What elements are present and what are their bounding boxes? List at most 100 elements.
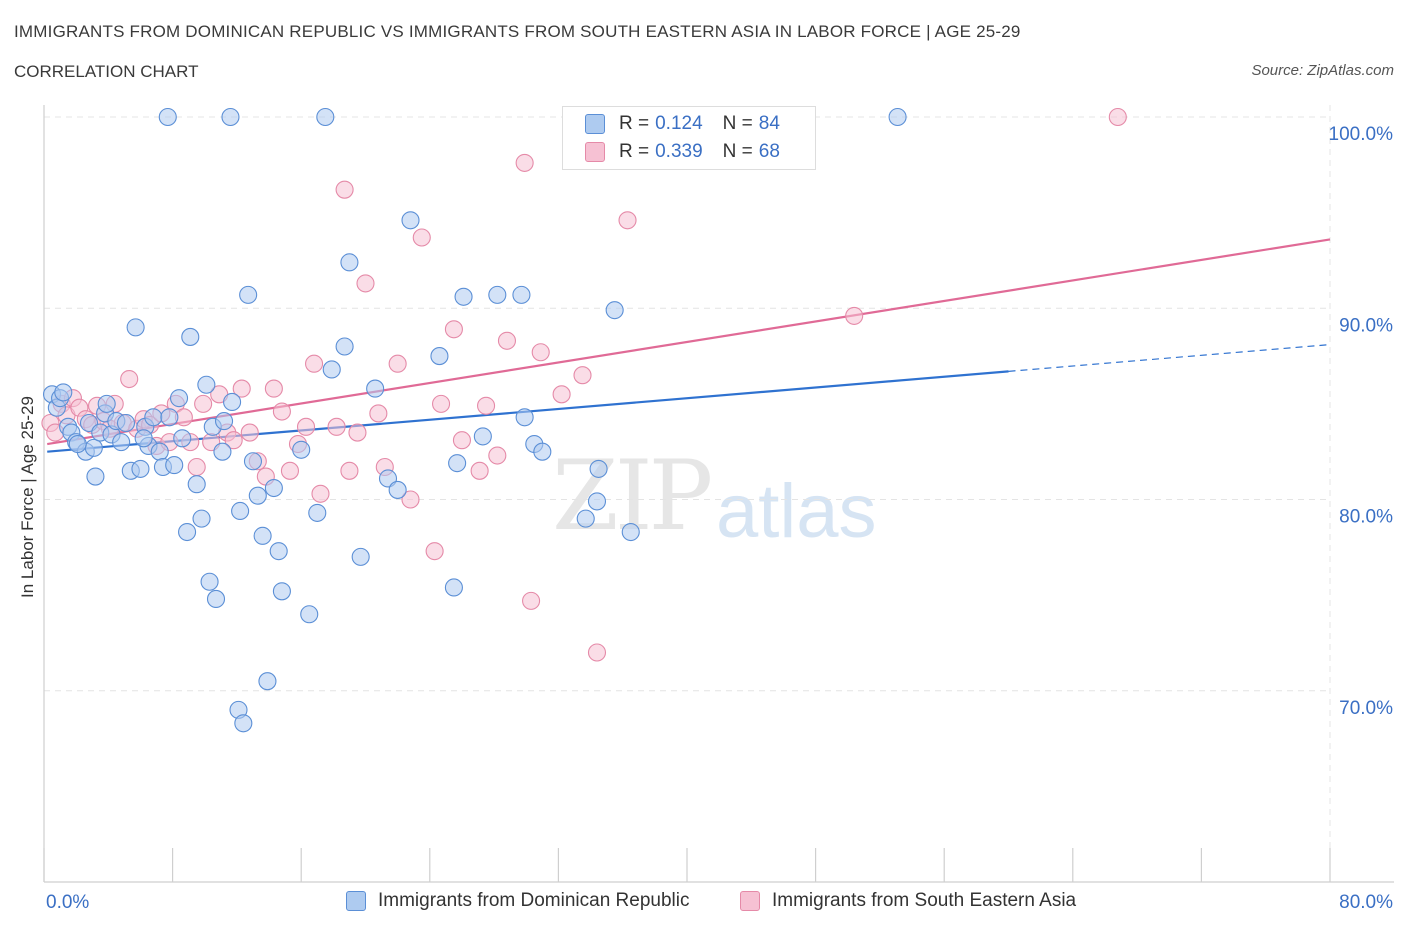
axes: [43, 105, 1394, 883]
legend-r-value: 0.124: [655, 113, 703, 134]
data-point-dominican-republic: [243, 452, 263, 471]
data-point-dominican-republic: [165, 456, 184, 475]
data-point-south-eastern-asia: [240, 423, 259, 442]
data-point-south-eastern-asia: [1108, 107, 1127, 127]
data-point-dominican-republic: [444, 578, 463, 597]
data-point-dominican-republic: [131, 459, 150, 478]
tick-labels: 100.0% 90.0% 80.0% 70.0% 0.0% 80.0%: [46, 124, 1393, 913]
data-point-dominican-republic: [258, 672, 277, 691]
data-point-dominican-republic: [300, 605, 319, 624]
data-point-dominican-republic: [221, 107, 240, 127]
data-point-south-eastern-asia: [470, 461, 489, 480]
data-point-south-eastern-asia: [388, 354, 407, 373]
source-note: Source: ZipAtlas.com: [1251, 62, 1394, 79]
data-point-dominican-republic: [214, 412, 234, 431]
data-point-south-eastern-asia: [311, 484, 330, 503]
data-point-dominican-republic: [234, 714, 253, 733]
data-point-dominican-republic: [512, 285, 531, 304]
data-point-dominican-republic: [587, 492, 607, 511]
data-point-dominican-republic: [888, 107, 907, 127]
data-point-dominican-republic: [430, 347, 449, 366]
data-point-dominican-republic: [515, 408, 534, 427]
data-point-dominican-republic: [454, 287, 473, 306]
data-point-south-eastern-asia: [452, 431, 472, 450]
legend-r-label: R =: [619, 141, 650, 162]
x-tick-label: 80.0%: [1339, 892, 1393, 913]
data-point-south-eastern-asia: [120, 369, 139, 389]
legend-r-label: R =: [619, 113, 650, 134]
y-tick-label: 80.0%: [1339, 507, 1393, 528]
x-tick-label: 0.0%: [46, 892, 89, 913]
data-point-dominican-republic: [160, 408, 179, 427]
data-point-dominican-republic: [264, 478, 283, 498]
y-tick-label: 100.0%: [1329, 124, 1394, 145]
data-point-dominican-republic: [134, 429, 153, 448]
correlation-legend: R = 0.124 N = 84 R = 0.339 N = 68: [562, 106, 816, 170]
data-point-south-eastern-asia: [272, 402, 291, 421]
data-point-dominican-republic: [200, 572, 219, 591]
data-point-dominican-republic: [351, 547, 370, 566]
data-point-dominican-republic: [97, 394, 116, 413]
data-point-dominican-republic: [223, 392, 242, 412]
trend-line-dominican-republic-extension: [1008, 343, 1331, 372]
data-point-dominican-republic: [239, 285, 258, 304]
data-point-dominican-republic: [340, 253, 359, 272]
data-point-dominican-republic: [388, 480, 407, 499]
data-point-south-eastern-asia: [327, 417, 346, 436]
chart-subtitle: CORRELATION CHART: [14, 62, 199, 81]
grid-lines: [44, 105, 1331, 882]
bottom-legend-swatch-pink: [740, 891, 760, 911]
legend-row-south-eastern-asia: R = 0.339 N = 68: [585, 140, 780, 164]
data-point-dominican-republic: [401, 211, 420, 230]
data-point-dominican-republic: [335, 337, 354, 356]
data-point-dominican-republic: [86, 467, 105, 486]
data-point-south-eastern-asia: [232, 379, 251, 398]
data-point-dominican-republic: [84, 438, 103, 457]
legend-row-dominican: R = 0.124 N = 84: [585, 112, 780, 136]
data-point-south-eastern-asia: [531, 343, 550, 362]
data-point-dominican-republic: [112, 433, 131, 452]
chart-title: IMMIGRANTS FROM DOMINICAN REPUBLIC VS IM…: [14, 22, 1021, 41]
data-point-south-eastern-asia: [425, 542, 444, 561]
series-south-eastern-asia-points: [41, 107, 1127, 662]
legend-swatch-blue: [585, 114, 605, 134]
data-point-dominican-republic: [197, 375, 216, 394]
data-point-south-eastern-asia: [618, 211, 637, 230]
data-point-south-eastern-asia: [412, 228, 431, 247]
data-point-dominican-republic: [192, 509, 211, 528]
trend-line-south-eastern-asia: [47, 238, 1331, 446]
data-point-dominican-republic: [178, 522, 197, 542]
data-point-dominican-republic: [213, 442, 232, 461]
data-point-dominican-republic: [621, 522, 640, 542]
data-point-dominican-republic: [366, 379, 385, 398]
legend-swatch-pink: [585, 142, 605, 162]
y-tick-label: 70.0%: [1339, 698, 1393, 719]
data-point-south-eastern-asia: [194, 394, 213, 413]
data-point-dominican-republic: [144, 408, 163, 427]
data-point-dominican-republic: [473, 427, 492, 446]
data-point-south-eastern-asia: [497, 331, 517, 350]
data-point-south-eastern-asia: [369, 404, 388, 423]
data-point-dominican-republic: [605, 301, 624, 320]
legend-n-value: 84: [758, 113, 780, 134]
data-point-south-eastern-asia: [348, 423, 367, 442]
data-point-south-eastern-asia: [401, 490, 420, 509]
data-point-dominican-republic: [126, 318, 145, 337]
trend-lines: [47, 238, 1331, 453]
data-point-dominican-republic: [248, 486, 267, 505]
data-point-dominican-republic: [173, 429, 192, 448]
data-point-south-eastern-asia: [444, 320, 463, 339]
data-point-south-eastern-asia: [573, 366, 592, 385]
data-point-dominican-republic: [253, 526, 272, 545]
bottom-legend-south-eastern-asia: Immigrants from South Eastern Asia: [740, 890, 1076, 912]
data-point-south-eastern-asia: [280, 461, 299, 480]
data-point-dominican-republic: [316, 107, 335, 127]
data-point-dominican-republic: [187, 475, 206, 494]
bottom-legend-label: Immigrants from Dominican Republic: [378, 890, 690, 911]
data-point-dominican-republic: [272, 582, 291, 601]
data-point-dominican-republic: [292, 440, 311, 459]
data-point-south-eastern-asia: [356, 274, 375, 293]
data-point-south-eastern-asia: [224, 431, 243, 450]
data-point-dominican-republic: [231, 501, 250, 521]
